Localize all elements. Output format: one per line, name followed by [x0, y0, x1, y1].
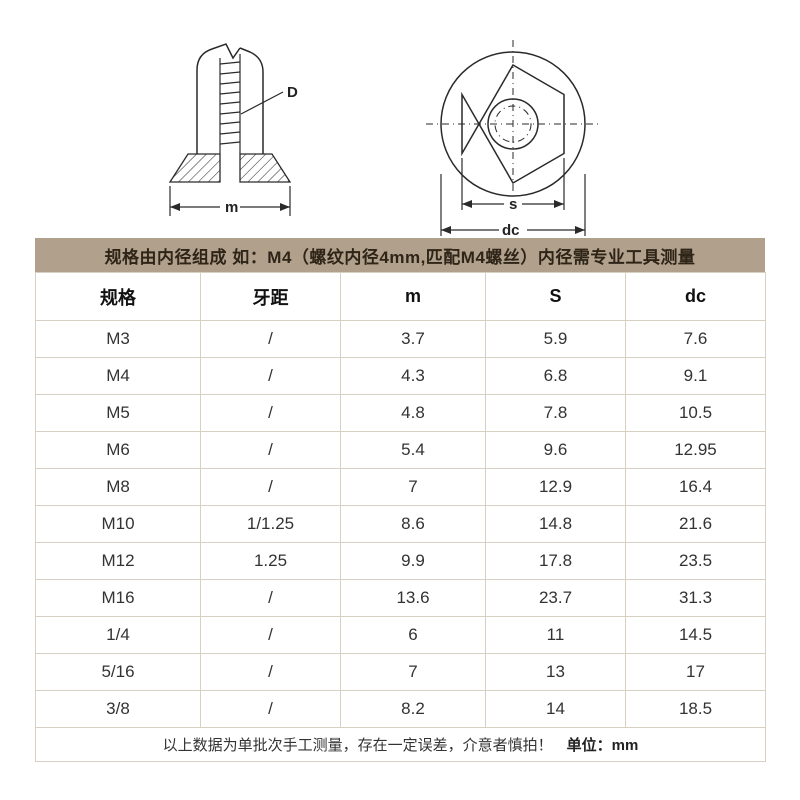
value-cell: / [200, 357, 341, 395]
value-cell: 6.8 [485, 357, 626, 395]
table-body: M3/3.7 5.9 7.6 M4/4.3 6.8 9.1 M5/4.8 7.8 10.5 M6/… [35, 320, 766, 728]
table-footer-row: 以上数据为单批次手工测量，存在一定误差，介意者慎拍！ 单位：mm [35, 727, 766, 762]
spec-cell: 3/8 [35, 690, 201, 728]
value-cell: 4.3 [340, 357, 486, 395]
spec-cell: M5 [35, 394, 201, 432]
nut-body-left-profile [196, 43, 241, 154]
value-cell: 9.9 [340, 542, 486, 580]
footnote-text: 以上数据为单批次手工测量，存在一定误差，介意者慎拍！ [162, 737, 553, 754]
column-header: 规格 [35, 272, 201, 321]
table-row: 5/16/7 13 17 [35, 653, 766, 691]
table-row: M16/13.6 23.7 31.3 [35, 579, 766, 617]
value-cell: 16.4 [625, 468, 766, 506]
table-row: M4/4.3 6.8 9.1 [35, 357, 766, 395]
value-cell: / [200, 320, 341, 358]
value-cell: 8.2 [340, 690, 486, 728]
spec-cell: M6 [35, 431, 201, 469]
value-cell: 12.95 [625, 431, 766, 469]
value-cell: 5.4 [340, 431, 486, 469]
value-cell: 13 [485, 653, 626, 691]
value-cell: 14.8 [485, 505, 626, 543]
value-cell: 9.1 [625, 357, 766, 395]
value-cell: 7.6 [625, 320, 766, 358]
spec-cell: M4 [35, 357, 201, 395]
value-cell: 1.25 [200, 542, 341, 580]
dimension-label-dc: dc [502, 222, 520, 239]
d-leader-line [240, 91, 284, 115]
flange-section-right [239, 153, 292, 183]
column-header: S [485, 272, 626, 321]
hexagon [461, 63, 565, 185]
spec-cell: M3 [35, 320, 201, 358]
dimension-label-s: s [509, 196, 517, 213]
value-cell: 23.7 [485, 579, 626, 617]
nut-body-right-profile [239, 47, 264, 154]
value-cell: 8.6 [340, 505, 486, 543]
unit-text: 单位：mm [566, 737, 639, 754]
value-cell: 11 [485, 616, 626, 654]
value-cell: 10.5 [625, 394, 766, 432]
table-row: M6/5.4 9.6 12.95 [35, 431, 766, 469]
value-cell: 7 [340, 468, 486, 506]
table-row: 1/4/6 11 14.5 [35, 616, 766, 654]
value-cell: / [200, 394, 341, 432]
value-cell: 9.6 [485, 431, 626, 469]
value-cell: / [200, 431, 341, 469]
value-cell: 4.8 [340, 394, 486, 432]
table-row: M10 1/1.25 8.6 14.8 21.6 [35, 505, 766, 543]
value-cell: 14.5 [625, 616, 766, 654]
thread-lines [219, 61, 241, 145]
value-cell: / [200, 690, 341, 728]
value-cell: 23.5 [625, 542, 766, 580]
flange-section-left [168, 153, 221, 183]
value-cell: 1/1.25 [200, 505, 341, 543]
dimension-label-m: m [225, 199, 238, 216]
value-cell: 6 [340, 616, 486, 654]
value-cell: 17.8 [485, 542, 626, 580]
value-cell: 17 [625, 653, 766, 691]
value-cell: 7 [340, 653, 486, 691]
value-cell: 31.3 [625, 579, 766, 617]
spec-banner: 规格由内径组成 如：M4（螺纹内径4mm,匹配M4螺丝）内径需专业工具测量 [35, 238, 765, 272]
flange-nut-top-view-diagram: s dc [426, 40, 600, 239]
value-cell: / [200, 468, 341, 506]
value-cell: 12.9 [485, 468, 626, 506]
spec-cell: M16 [35, 579, 201, 617]
dimension-label-d: D [287, 84, 298, 101]
spec-cell: 1/4 [35, 616, 201, 654]
spec-cell: M12 [35, 542, 201, 580]
value-cell: 5.9 [485, 320, 626, 358]
table-row: M3/3.7 5.9 7.6 [35, 320, 766, 358]
value-cell: / [200, 653, 341, 691]
value-cell: 7.8 [485, 394, 626, 432]
flange-nut-side-view-diagram: D m [168, 43, 298, 216]
technical-diagrams: D m [0, 22, 800, 239]
column-header: m [340, 272, 486, 321]
column-header: dc [625, 272, 766, 321]
value-cell: / [200, 616, 341, 654]
value-cell: 13.6 [340, 579, 486, 617]
table-footnote: 以上数据为单批次手工测量，存在一定误差，介意者慎拍！ 单位：mm [35, 727, 766, 762]
spec-cell: M8 [35, 468, 201, 506]
spec-banner-text: 规格由内径组成 如：M4（螺纹内径4mm,匹配M4螺丝）内径需专业工具测量 [104, 247, 696, 267]
value-cell: 14 [485, 690, 626, 728]
value-cell: 18.5 [625, 690, 766, 728]
value-cell: 21.6 [625, 505, 766, 543]
value-cell: 3.7 [340, 320, 486, 358]
spec-cell: 5/16 [35, 653, 201, 691]
column-header: 牙距 [200, 272, 341, 321]
table-row: M12 1.25 9.9 17.8 23.5 [35, 542, 766, 580]
table-row: M5/4.8 7.8 10.5 [35, 394, 766, 432]
value-cell: / [200, 579, 341, 617]
spec-cell: M10 [35, 505, 201, 543]
table-row: 3/8/8.2 14 18.5 [35, 690, 766, 728]
table-row: M8/7 12.9 16.4 [35, 468, 766, 506]
